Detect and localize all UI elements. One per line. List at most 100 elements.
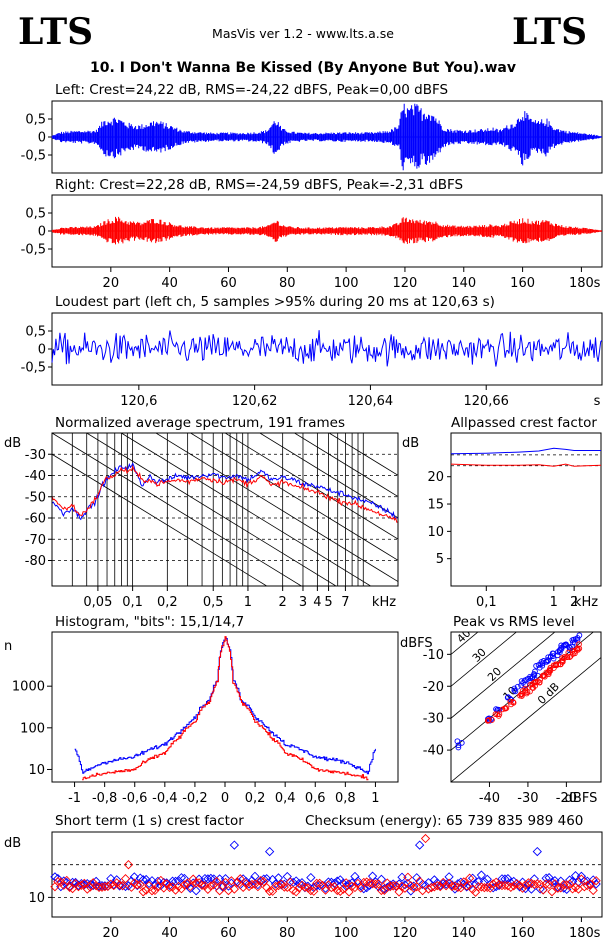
short-term-crest-point-right (117, 881, 128, 891)
peak-rms-point-left (488, 716, 495, 723)
peak-rms-y-unit: dBFS (400, 636, 433, 651)
short-term-crest-point-left (282, 871, 292, 882)
short-term-crest-x-unit: s (594, 926, 601, 941)
peak-rms-point-right (534, 678, 541, 685)
spectrum-slope-line (259, 433, 398, 519)
short-term-crest-point-right (391, 881, 401, 891)
peak-rms-point-left (531, 672, 538, 678)
short-term-crest-point-right (120, 874, 131, 884)
spectrum-title: Normalized average spectrum, 191 frames (55, 415, 345, 431)
spectrum-slope-line (189, 433, 398, 561)
spectrum-y-unit: dB (4, 436, 21, 451)
short-term-crest-point-right (229, 884, 239, 894)
short-term-crest-point-left (329, 878, 339, 889)
spectrum-slope-line (328, 433, 398, 476)
spectrum-series-right (52, 464, 398, 523)
left-waveform-ytick-label: 0 (38, 131, 46, 146)
short-term-crest-point-left (294, 878, 304, 889)
short-term-crest-point-right (217, 880, 228, 891)
loudest-part-xtick-label: 120,64 (348, 394, 394, 409)
short-term-crest-point-right (273, 881, 284, 891)
short-term-crest-point-right (588, 885, 598, 896)
short-term-crest-point-right (432, 881, 442, 891)
spectrum-xtick-label: 2 (279, 595, 287, 610)
short-term-crest-xtick-label: 120 (393, 926, 418, 941)
short-term-crest-point-right (176, 884, 187, 894)
short-term-crest-point-right (256, 875, 266, 886)
short-term-crest-point-right (403, 872, 413, 882)
short-term-crest-point-right (556, 883, 566, 893)
short-term-crest-point-right (459, 877, 469, 887)
histogram-xtick-label: 0 (221, 791, 229, 806)
file-title: 10. I Don't Wanna Be Kissed (By Anyone B… (90, 60, 516, 76)
short-term-crest-point-right (235, 874, 245, 884)
short-term-crest-point-right (279, 882, 289, 892)
short-term-crest-point-right (367, 879, 378, 889)
short-term-crest-point-left (435, 880, 445, 890)
allpassed-crest-frame (450, 432, 602, 587)
short-term-crest-point-right (347, 881, 357, 891)
short-term-crest-point-right (326, 882, 337, 893)
allpassed-crest-series-left (450, 447, 601, 455)
spectrum-xtick-label: 4 (313, 595, 321, 610)
spectrum-xtick-label: 5 (324, 595, 332, 610)
short-term-crest-point-right (82, 884, 92, 894)
short-term-crest-xtick-label: 20 (103, 926, 120, 941)
short-term-crest-point-right (132, 880, 142, 890)
spectrum-slope-line (293, 433, 398, 497)
short-term-crest-point-right (162, 879, 172, 889)
peak-rms-point-right (507, 698, 514, 705)
histogram-frame (51, 631, 399, 783)
short-term-crest-y-unit: dB (4, 836, 21, 851)
short-term-crest-point-right (129, 878, 139, 888)
peak-rms-point-left (504, 694, 511, 701)
short-term-crest-point-right (376, 885, 387, 896)
spectrum-xtick-label: 1 (244, 595, 252, 610)
short-term-crest-point-right (135, 879, 145, 890)
spectrum-slope-line (85, 433, 337, 586)
histogram-ytick-label: 1000 (12, 680, 45, 695)
allpassed-crest-x-unit: kHz (574, 595, 598, 610)
short-term-crest-point-right (582, 880, 592, 891)
peak-rms-point-left (550, 653, 556, 659)
peak-rms-crest-label: 30 (470, 646, 489, 665)
short-term-crest-point-left (415, 840, 425, 850)
short-term-crest-point-left (59, 876, 69, 886)
right-waveform-xtick-label: 100 (334, 276, 359, 291)
spectrum-slope-line (52, 453, 268, 586)
right-waveform-xtick-label: 160 (510, 276, 535, 291)
short-term-crest-point-left (570, 871, 581, 881)
short-term-crest-point-right (338, 884, 348, 894)
allpassed-crest-xtick-label: 2 (570, 595, 578, 610)
short-term-crest-point-left (153, 876, 163, 887)
peak-rms-point-right (524, 689, 531, 695)
short-term-crest-point-right (147, 886, 157, 896)
short-term-crest-point-right (420, 833, 431, 844)
short-term-crest-point-right (532, 879, 542, 889)
right-waveform-title: Right: Crest=22,28 dB, RMS=-24,59 dBFS, … (55, 177, 463, 193)
spectrum-xtick-label: 0,2 (157, 595, 178, 610)
peak-rms-frame (450, 631, 602, 783)
short-term-crest-point-right (497, 880, 507, 891)
short-term-crest-point-right (291, 887, 301, 897)
peak-rms-point-left (566, 643, 572, 650)
peak-rms-point-right (492, 711, 499, 717)
short-term-crest-point-right (91, 881, 101, 891)
spectrum-x-unit: kHz (372, 595, 396, 610)
spectrum-frame (51, 432, 399, 587)
short-term-crest-point-right (259, 876, 269, 887)
peak-rms-point-right (489, 717, 495, 723)
short-term-crest-point-left (520, 883, 531, 894)
short-term-crest-xtick-label: 40 (161, 926, 178, 941)
brand-logo-left: LTS (18, 11, 93, 53)
peak-rms-point-right (496, 711, 503, 718)
short-term-crest-point-right (123, 860, 134, 870)
short-term-crest-point-right (150, 885, 160, 896)
peak-rms-point-left (532, 668, 538, 675)
short-term-crest-point-right (485, 883, 495, 893)
short-term-crest-point-right (209, 880, 219, 890)
histogram-xtick-label: 1 (371, 791, 379, 806)
short-term-crest-point-right (185, 881, 195, 892)
peak-rms-point-right (559, 658, 566, 665)
